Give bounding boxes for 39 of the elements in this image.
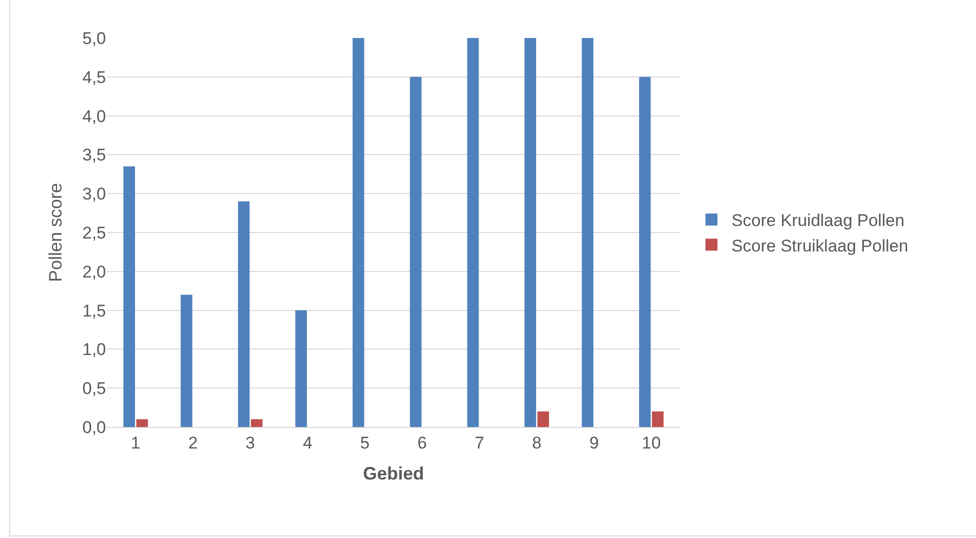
bar [123, 166, 136, 427]
bar [410, 76, 422, 427]
bar [250, 419, 262, 427]
y-tick-label: 0,0 [82, 418, 106, 437]
bar [639, 76, 651, 427]
y-tick-label: 4,5 [82, 68, 106, 87]
bar [352, 38, 364, 427]
y-tick-label: 0,5 [82, 379, 106, 398]
x-tick-label: 1 [130, 433, 140, 452]
bar [652, 411, 664, 427]
x-tick-label: 4 [302, 433, 312, 452]
y-tick-label: 1,0 [82, 340, 106, 360]
legend-label: Score Kruidlaag Pollen [731, 211, 904, 230]
x-tick-label: 9 [589, 433, 599, 452]
bar [238, 201, 250, 427]
x-tick-label: 7 [474, 433, 484, 452]
x-tick-label: 5 [360, 433, 370, 452]
x-tick-label: 2 [188, 433, 198, 452]
y-tick-label: 3,5 [82, 146, 106, 165]
y-tick-label: 2,0 [82, 262, 106, 282]
y-tick-label: 5,0 [82, 28, 106, 48]
bar [467, 38, 479, 427]
x-tick-label: 3 [246, 433, 255, 452]
bar [295, 310, 307, 427]
x-tick-label: 10 [642, 433, 661, 452]
y-tick-label: 1,5 [82, 301, 106, 320]
bar [582, 38, 594, 427]
y-tick-label: 4,0 [82, 106, 106, 126]
bar [537, 411, 549, 427]
bar [136, 419, 148, 427]
y-tick-label: 3,0 [82, 184, 106, 204]
bar [180, 294, 192, 427]
bar [524, 38, 536, 427]
x-axis-title: Gebied [362, 464, 424, 484]
x-tick-label: 6 [417, 433, 427, 452]
y-axis-title: Pollen score [46, 182, 66, 282]
x-tick-label: 8 [532, 433, 542, 452]
legend-label: Score Struiklaag Pollen [731, 236, 908, 256]
y-tick-label: 2,5 [82, 223, 106, 242]
